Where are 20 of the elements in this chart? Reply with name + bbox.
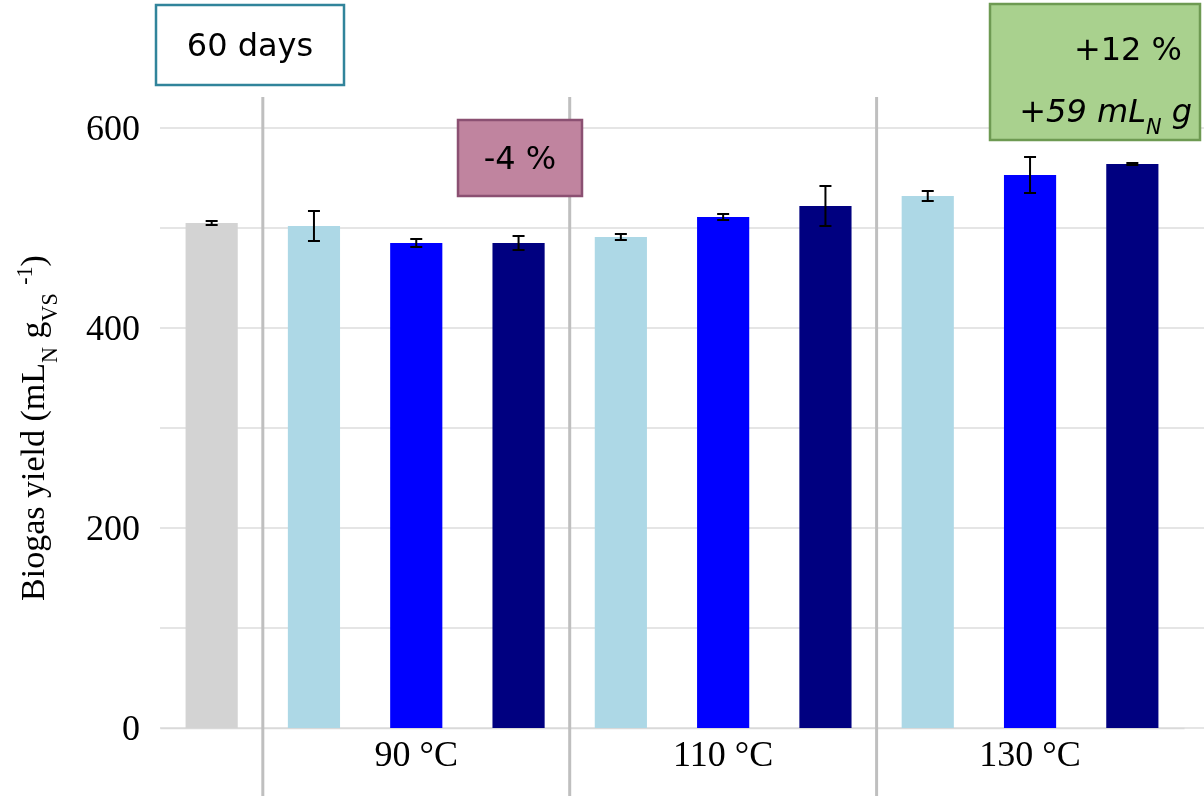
x-tick-label: 110 °C (673, 733, 774, 774)
bar (697, 217, 750, 728)
x-tick-label: 90 °C (374, 733, 458, 774)
text: +12 % (1073, 30, 1182, 68)
y-tick-label: 200 (86, 508, 140, 549)
bar (287, 226, 341, 728)
bar (492, 243, 545, 728)
annotation: +59 mL$_{N}$ g (1019, 92, 1192, 139)
annotation: -4 % (483, 139, 557, 177)
x-tick-label: 130 °C (979, 733, 1081, 774)
y-tick-label: 400 (86, 308, 140, 349)
y-tick-label: 600 (86, 108, 140, 149)
bar (799, 206, 852, 728)
y-tick-label: 0 (122, 708, 140, 749)
bar (1106, 164, 1159, 728)
bar (901, 196, 954, 728)
bar (1003, 175, 1057, 728)
text: 60 days (186, 26, 314, 64)
bar (390, 243, 443, 728)
bar (594, 237, 647, 728)
